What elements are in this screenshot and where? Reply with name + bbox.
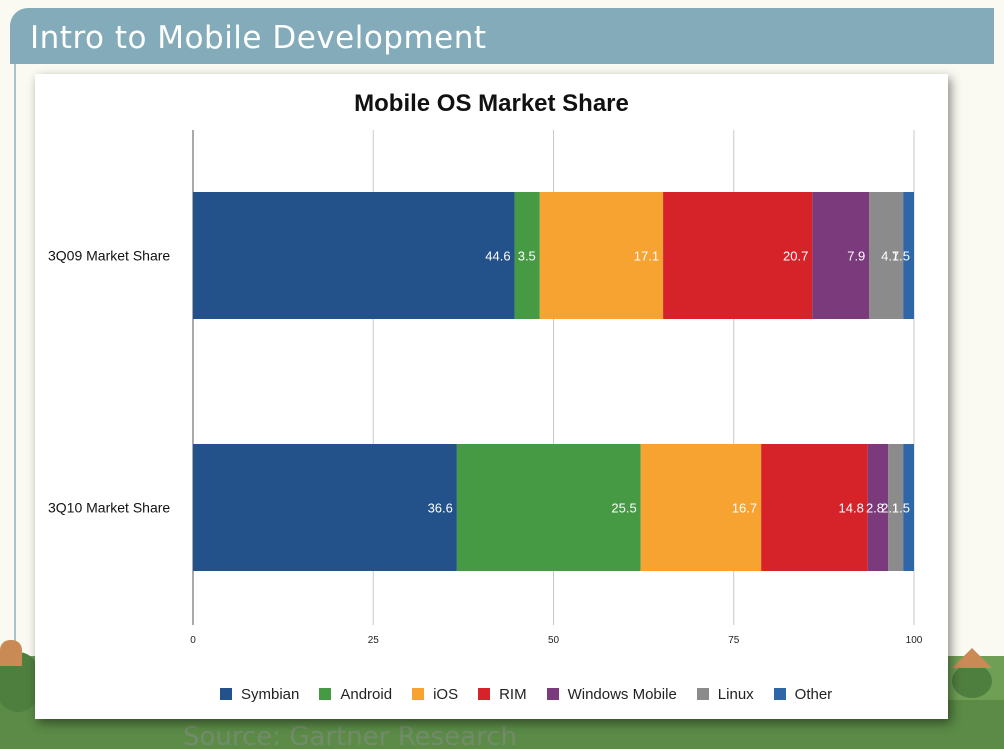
bar-segment [869,192,904,319]
chart-card: Mobile OS Market Share 0 25 50 75 100 3Q09 Ma… [35,74,948,719]
legend-item: Android [319,686,392,703]
bar-segment [903,444,914,571]
x-tick-label: 25 [368,635,380,646]
legend-item: iOS [412,686,458,703]
bar-segment [663,192,813,319]
legend-item: Other [773,685,833,703]
legend-swatch [220,688,232,700]
category-label: 3Q09 Market Share [48,248,170,264]
bar-segment [539,192,664,319]
bar-segment [903,192,914,319]
legend-swatch [319,688,332,700]
legend-swatch [412,688,425,700]
legend-label: RIM [499,685,527,703]
legend-swatch [478,688,491,700]
bar-segment [193,444,457,571]
bar-segment [888,444,904,571]
bar-segment [867,444,889,571]
legend-label: Symbian [241,685,300,703]
legend-label: Windows Mobile [567,685,677,703]
x-tick-label: 100 [906,635,923,646]
bar-segment [640,444,762,571]
data-label: 2.1 [881,501,899,516]
data-label: 3.5 [518,249,536,264]
data-label: 2.8 [866,501,884,516]
chart-title: Mobile OS Market Share [354,90,629,117]
legend-swatch [773,688,786,700]
legend-item: RIM [478,686,527,703]
data-label: 36.6 [428,501,453,516]
legend-label: iOS [433,685,459,703]
bar-segment [514,192,540,319]
data-label: 4.7 [881,249,899,264]
chart-legend: Symbian Android iOS RIM Windows Mobile Linux O… [220,684,832,704]
x-tick-label: 0 [190,635,196,646]
legend-swatch [696,688,709,700]
data-label: 1.5 [892,249,910,264]
bar-segment [812,192,870,319]
background-tree [952,664,992,698]
chart-plot: 0 25 50 75 100 3Q09 Market Share 44.6 3.5 17.1 20… [48,130,923,646]
bar-segment [456,444,641,571]
data-label: 17.1 [634,249,659,264]
legend-label: Other [794,685,833,703]
data-label: 14.8 [839,501,864,516]
data-label: 25.5 [611,501,636,516]
slide-title: Intro to Mobile Development [30,20,487,56]
data-label: 1.5 [892,501,910,516]
legend-item: Linux [696,685,754,703]
background-roof [0,640,22,666]
legend-label: Linux [717,685,754,703]
slide-header: Intro to Mobile Development [10,8,994,64]
x-tick-label: 75 [728,635,740,646]
legend-label: Android [340,685,393,703]
data-label: 44.6 [485,249,510,264]
source-caption: Source: Gartner Research [183,722,517,749]
bar-segment [193,192,515,319]
legend-swatch [546,688,559,700]
legend-item: Symbian [220,686,299,703]
data-label: 20.7 [783,249,808,264]
data-label: 7.9 [847,249,865,264]
category-label: 3Q10 Market Share [48,500,170,516]
legend-item: Windows Mobile [546,685,677,703]
x-tick-label: 50 [548,635,560,646]
bar-segment [761,444,868,571]
header-divider [14,64,16,704]
data-label: 16.7 [732,501,757,516]
